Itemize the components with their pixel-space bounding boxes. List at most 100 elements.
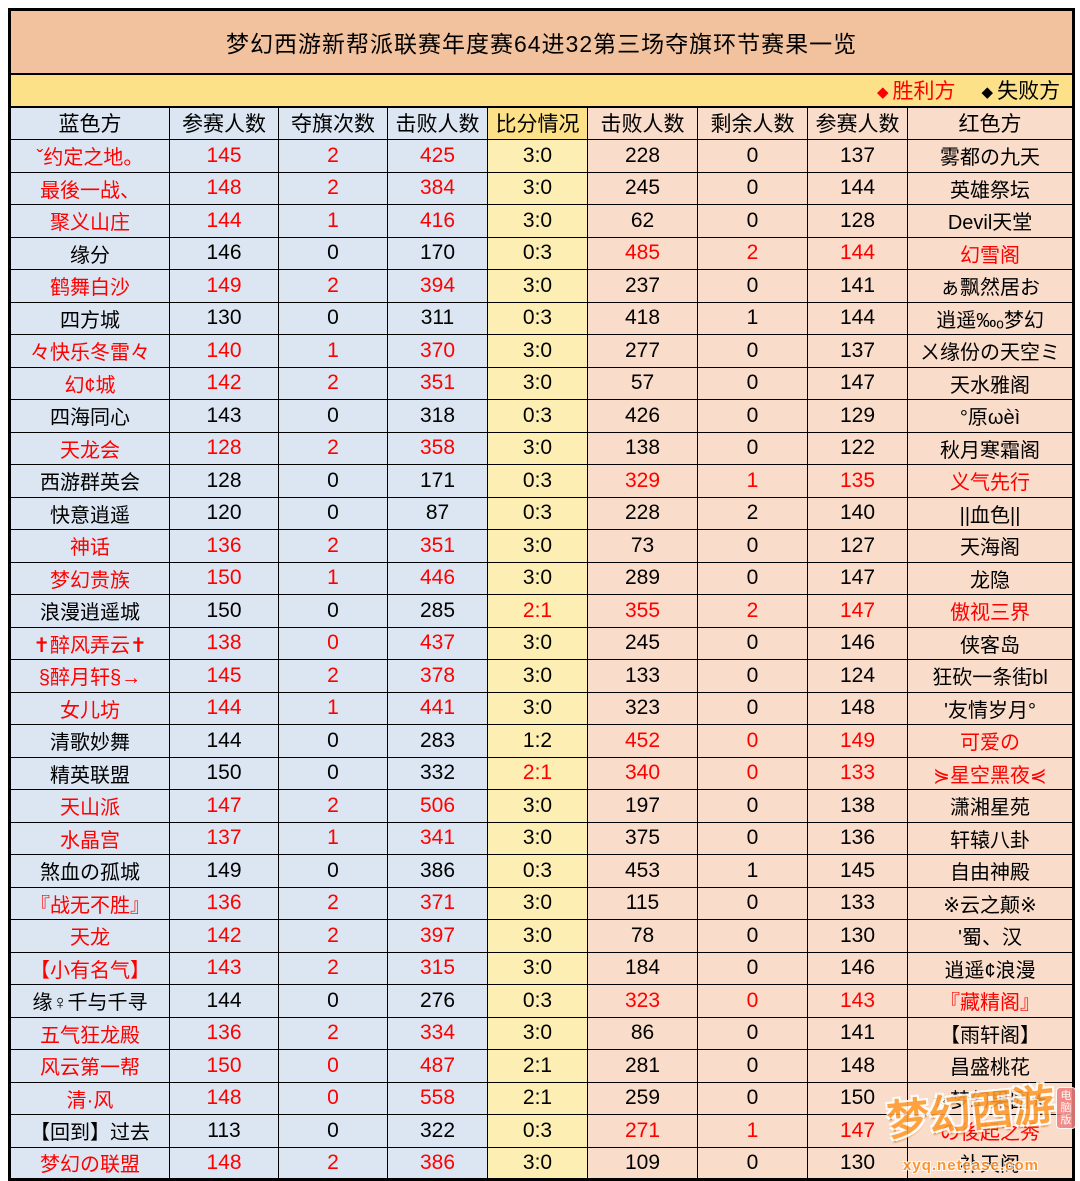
table-row: 々快乐冬雷々 140 1 370 3:0 277 0 137 ㄨ缘份の天空ミ <box>9 334 1075 368</box>
table-row: 聚义山庄 144 1 416 3:0 62 0 128 Devil天堂 <box>9 204 1075 238</box>
blue-name-cell: 最後一战、 <box>9 171 170 205</box>
title-row: 梦幻西游新帮派联赛年度赛64进32第三场夺旗环节赛果一览 <box>8 9 1075 75</box>
red-participants-cell: 144 <box>807 171 908 205</box>
red-name-cell: ⋟星空黑夜⋞ <box>906 756 1075 790</box>
score-cell: 1:2 <box>487 724 588 758</box>
table-row: 天山派 147 2 506 3:0 197 0 138 潇湘星苑 <box>9 789 1075 823</box>
blue-participants-cell: 144 <box>169 724 279 758</box>
red-remaining-cell: 0 <box>697 659 808 693</box>
score-cell: 0:3 <box>487 301 588 335</box>
blue-defeated-cell: 397 <box>387 919 488 953</box>
red-name-cell: ☆梦幻果园★ <box>906 1081 1075 1115</box>
blue-participants-cell: 143 <box>169 951 279 985</box>
red-defeated-cell: 86 <box>587 1016 698 1050</box>
page-title: 梦幻西游新帮派联赛年度赛64进32第三场夺旗环节赛果一览 <box>8 9 1075 75</box>
red-participants-cell: 140 <box>807 496 908 530</box>
red-participants-cell: 130 <box>807 919 908 953</box>
red-participants-cell: 145 <box>807 854 908 888</box>
blue-defeated-cell: 425 <box>387 139 488 173</box>
blue-defeated-cell: 283 <box>387 724 488 758</box>
blue-participants-cell: 146 <box>169 236 279 270</box>
blue-flags-cell: 1 <box>278 561 388 595</box>
legend-bar: ◆ 胜利方 ◆ 失败方 <box>8 73 1075 108</box>
score-cell: 2:1 <box>487 1081 588 1115</box>
red-defeated-cell: 418 <box>587 301 698 335</box>
blue-defeated-cell: 441 <box>387 691 488 725</box>
blue-name-cell: ✝醉风弄云✝ <box>9 626 170 660</box>
blue-defeated-cell: 378 <box>387 659 488 693</box>
red-name-cell: 昌盛桃花 <box>906 1049 1075 1083</box>
red-remaining-cell: 0 <box>697 366 808 400</box>
blue-name-cell: 梦幻の联盟 <box>9 1146 170 1180</box>
table-row: 神话 136 2 351 3:0 73 0 127 天海阁 <box>9 529 1075 563</box>
blue-defeated-cell: 437 <box>387 626 488 660</box>
red-defeated-cell: 426 <box>587 399 698 433</box>
red-defeated-cell: 133 <box>587 659 698 693</box>
red-remaining-cell: 0 <box>697 1016 808 1050</box>
loser-label: 失败方 <box>997 80 1061 103</box>
header-red-team: 红色方 <box>906 106 1075 140</box>
red-remaining-cell: 0 <box>697 139 808 173</box>
red-remaining-cell: 0 <box>697 984 808 1018</box>
table-row: 【小有名气】 143 2 315 3:0 184 0 146 逍遥¢浪漫 <box>9 951 1075 985</box>
red-remaining-cell: 2 <box>697 594 808 628</box>
table-row: 女儿坊 144 1 441 3:0 323 0 148 '友情岁月° <box>9 691 1075 725</box>
red-defeated-cell: 281 <box>587 1049 698 1083</box>
blue-name-cell: 『战无不胜』 <box>9 886 170 920</box>
red-remaining-cell: 0 <box>697 431 808 465</box>
red-name-cell: 雾都の九天 <box>906 139 1075 173</box>
table-row: 【回到】过去 113 0 322 0:3 271 1 147 の後起之秀 <box>9 1114 1075 1148</box>
score-cell: 3:0 <box>487 171 588 205</box>
legend-row: ◆ 胜利方 ◆ 失败方 <box>8 73 1075 108</box>
loser-diamond-icon: ◆ <box>981 84 994 101</box>
score-cell: 3:0 <box>487 529 588 563</box>
red-participants-cell: 138 <box>807 789 908 823</box>
red-defeated-cell: 138 <box>587 431 698 465</box>
blue-participants-cell: 150 <box>169 1049 279 1083</box>
table-row: 四方城 130 0 311 0:3 418 1 144 逍遥‰ₒ梦幻 <box>9 301 1075 335</box>
blue-flags-cell: 2 <box>278 366 388 400</box>
table-row: 鹤舞白沙 149 2 394 3:0 237 0 141 ぁ飘然居お <box>9 269 1075 303</box>
score-cell: 0:3 <box>487 984 588 1018</box>
blue-name-cell: 天龙 <box>9 919 170 953</box>
red-name-cell: 补天阁 <box>906 1146 1075 1180</box>
score-cell: 3:0 <box>487 431 588 465</box>
blue-name-cell: 西游群英会 <box>9 464 170 498</box>
blue-flags-cell: 0 <box>278 236 388 270</box>
blue-participants-cell: 145 <box>169 139 279 173</box>
table-row: 水晶宫 137 1 341 3:0 375 0 136 轩辕八卦 <box>9 821 1075 855</box>
blue-participants-cell: 149 <box>169 269 279 303</box>
blue-flags-cell: 0 <box>278 724 388 758</box>
blue-defeated-cell: 171 <box>387 464 488 498</box>
blue-defeated-cell: 371 <box>387 886 488 920</box>
red-participants-cell: 147 <box>807 366 908 400</box>
blue-participants-cell: 137 <box>169 821 279 855</box>
table-row: ✝醉风弄云✝ 138 0 437 3:0 245 0 146 侠客岛 <box>9 626 1075 660</box>
score-cell: 0:3 <box>487 236 588 270</box>
red-defeated-cell: 115 <box>587 886 698 920</box>
blue-participants-cell: 147 <box>169 789 279 823</box>
red-defeated-cell: 277 <box>587 334 698 368</box>
red-name-cell: 英雄祭坛 <box>906 171 1075 205</box>
results-sheet: 梦幻西游新帮派联赛年度赛64进32第三场夺旗环节赛果一览 ◆ 胜利方 ◆ 失败方 蓝色… <box>8 8 1076 1181</box>
blue-flags-cell: 2 <box>278 659 388 693</box>
red-participants-cell: 147 <box>807 561 908 595</box>
blue-name-cell: 清歌妙舞 <box>9 724 170 758</box>
blue-defeated-cell: 332 <box>387 756 488 790</box>
score-cell: 3:0 <box>487 789 588 823</box>
red-remaining-cell: 1 <box>697 854 808 888</box>
score-cell: 3:0 <box>487 1146 588 1180</box>
blue-name-cell: 缘分 <box>9 236 170 270</box>
blue-name-cell: 女儿坊 <box>9 691 170 725</box>
blue-name-cell: 风云第一帮 <box>9 1049 170 1083</box>
score-cell: 3:0 <box>487 561 588 595</box>
red-participants-cell: 144 <box>807 236 908 270</box>
header-score: 比分情况 <box>487 106 588 140</box>
red-participants-cell: 133 <box>807 886 908 920</box>
blue-flags-cell: 2 <box>278 529 388 563</box>
table-row: 天龙会 128 2 358 3:0 138 0 122 秋月寒霜阁 <box>9 431 1075 465</box>
blue-flags-cell: 2 <box>278 1016 388 1050</box>
red-remaining-cell: 0 <box>697 1081 808 1115</box>
red-remaining-cell: 0 <box>697 171 808 205</box>
red-name-cell: Devil天堂 <box>906 204 1075 238</box>
